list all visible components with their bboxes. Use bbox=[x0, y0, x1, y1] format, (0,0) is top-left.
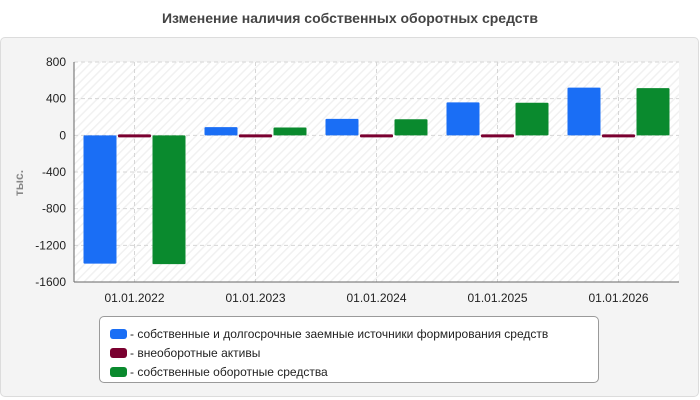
bar bbox=[118, 134, 151, 138]
x-tick-label: 01.01.2026 bbox=[588, 291, 648, 305]
bar bbox=[273, 127, 307, 136]
bar bbox=[325, 118, 359, 136]
y-tick-label: 0 bbox=[59, 128, 66, 142]
bar bbox=[567, 87, 601, 136]
legend-label: - собственные оборотные средства bbox=[130, 364, 328, 379]
x-tick-label: 01.01.2022 bbox=[104, 291, 164, 305]
bar bbox=[360, 134, 393, 138]
bar bbox=[481, 134, 514, 138]
legend-swatch bbox=[110, 328, 127, 339]
legend-swatch bbox=[110, 366, 127, 377]
bar bbox=[636, 88, 670, 136]
bars bbox=[83, 87, 670, 265]
y-tick-label: -400 bbox=[42, 165, 66, 179]
x-tick-label: 01.01.2025 bbox=[467, 291, 527, 305]
bar bbox=[515, 102, 549, 136]
y-tick-label: -1600 bbox=[35, 275, 66, 289]
bar bbox=[602, 134, 635, 138]
legend-item: - собственные и долгосрочные заемные ист… bbox=[110, 324, 598, 343]
legend-label: - собственные и долгосрочные заемные ист… bbox=[130, 326, 549, 341]
legend: - собственные и долгосрочные заемные ист… bbox=[99, 316, 599, 383]
bar bbox=[152, 135, 186, 265]
y-tick-label: 400 bbox=[46, 92, 66, 106]
legend-label: - внеоборотные активы bbox=[130, 345, 261, 360]
bar bbox=[446, 102, 480, 136]
tick-labels: 800 400 0 -400 -800 -1200 -1600 01.01.2022 01.01… bbox=[35, 55, 649, 305]
bar bbox=[239, 134, 272, 138]
x-tick-label: 01.01.2024 bbox=[346, 291, 406, 305]
bar bbox=[394, 119, 428, 136]
legend-swatch bbox=[110, 347, 127, 358]
legend-item: - собственные оборотные средства bbox=[110, 362, 598, 381]
bar bbox=[204, 127, 238, 136]
legend-item: - внеоборотные активы bbox=[110, 343, 598, 362]
bar bbox=[83, 135, 117, 264]
x-tick-label: 01.01.2023 bbox=[225, 291, 285, 305]
chart-title: Изменение наличия собственных оборотных … bbox=[161, 10, 539, 26]
y-tick-label: -800 bbox=[42, 202, 66, 216]
y-tick-label: -1200 bbox=[35, 238, 66, 252]
y-tick-label: 800 bbox=[46, 55, 66, 69]
